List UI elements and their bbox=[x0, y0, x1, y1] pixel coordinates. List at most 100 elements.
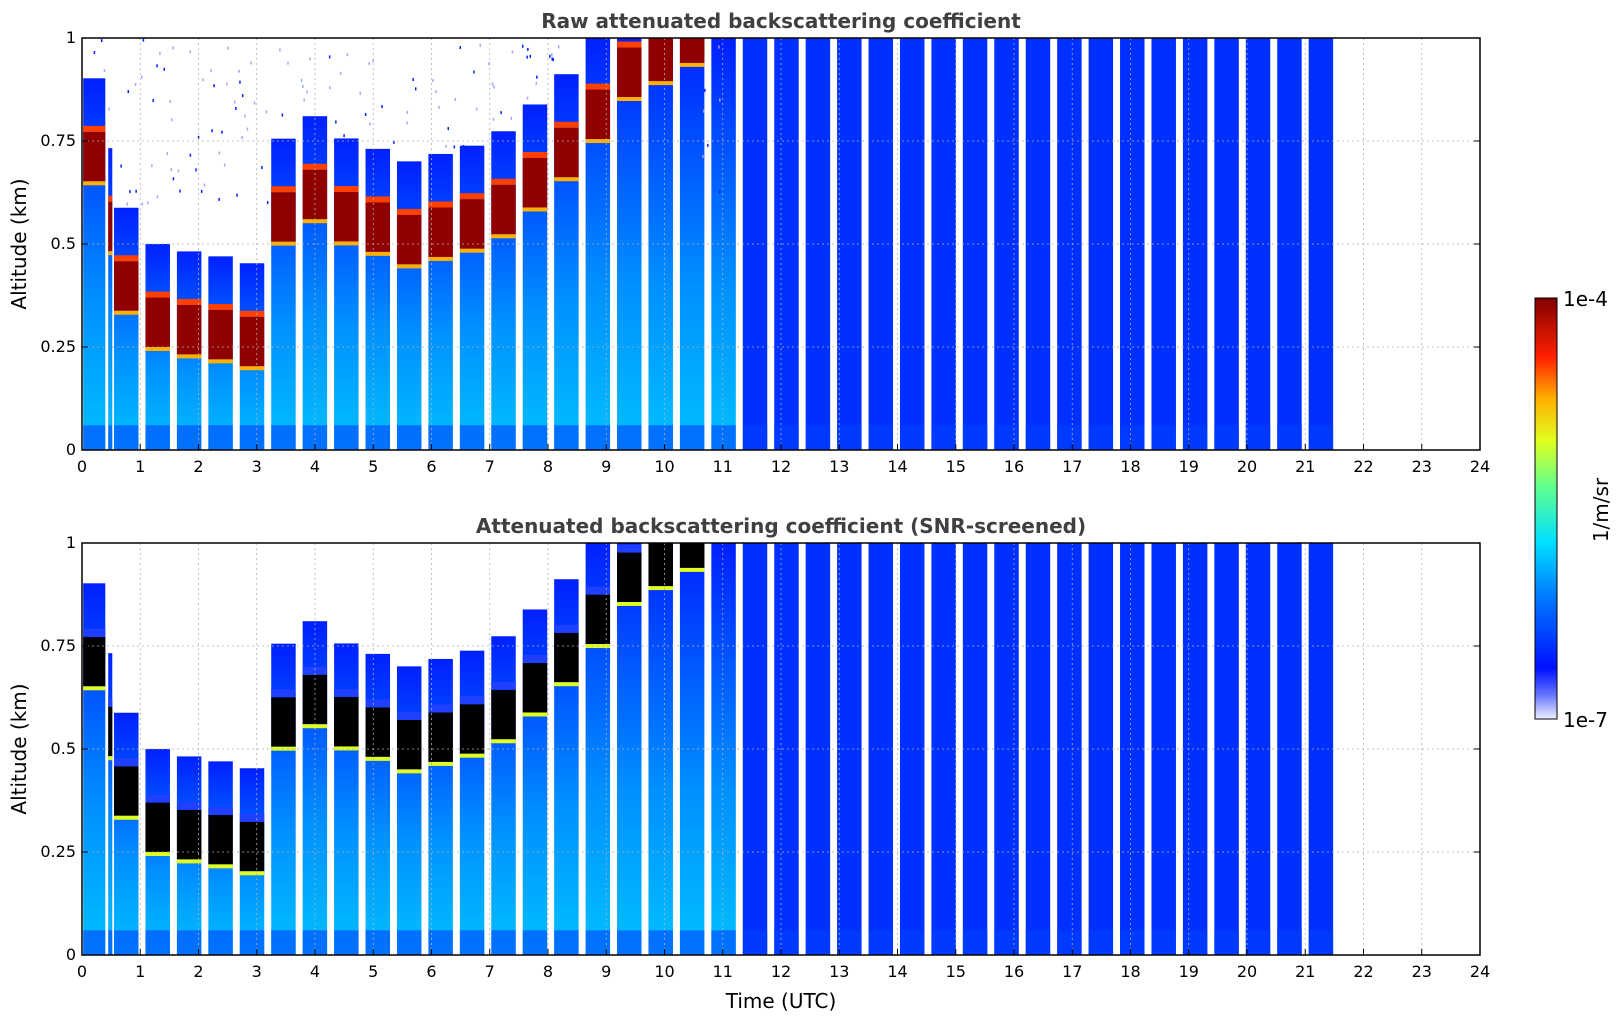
surface-layer bbox=[1151, 930, 1176, 955]
panel-raw-heatmap bbox=[83, 38, 1334, 450]
cloud-edge bbox=[522, 207, 548, 212]
x-tick-label: 1 bbox=[135, 962, 145, 981]
colorbar-unit-label: 1/m/sr bbox=[1589, 477, 1613, 542]
noise-speck bbox=[364, 113, 367, 117]
surface-layer bbox=[1151, 425, 1176, 450]
profile-column bbox=[271, 138, 296, 450]
surface-layer bbox=[334, 930, 359, 955]
noise-speck bbox=[551, 57, 553, 61]
noise-speck bbox=[462, 145, 465, 149]
surface-layer bbox=[742, 425, 768, 450]
cloud-top-edge bbox=[396, 711, 422, 720]
x-tick-label: 2 bbox=[193, 457, 203, 476]
noise-speck bbox=[152, 99, 154, 103]
profile-column bbox=[114, 207, 139, 450]
surface-layer bbox=[208, 425, 233, 450]
x-tick-label: 8 bbox=[543, 962, 553, 981]
cloud-edge bbox=[365, 756, 391, 761]
cloud-band bbox=[396, 214, 422, 265]
noise-speck bbox=[438, 105, 440, 109]
y-tick-label: 0.5 bbox=[51, 739, 76, 758]
profile-column bbox=[396, 161, 422, 450]
surface-layer bbox=[459, 930, 485, 955]
panel-screened-grid bbox=[82, 543, 1480, 955]
noise-speck bbox=[233, 100, 236, 104]
cloud-edge bbox=[145, 347, 170, 351]
noise-speck bbox=[172, 177, 175, 181]
noise-speck bbox=[479, 43, 482, 47]
surface-layer bbox=[1308, 425, 1334, 450]
screened-band bbox=[114, 766, 139, 816]
cloud-band bbox=[459, 199, 485, 249]
noise-speck bbox=[189, 50, 192, 54]
screened-band bbox=[428, 712, 453, 762]
cloud-band bbox=[271, 192, 296, 242]
screened-band bbox=[679, 543, 705, 568]
cloud-edge bbox=[459, 193, 485, 200]
profile-column bbox=[108, 148, 113, 450]
x-tick-label: 20 bbox=[1237, 962, 1257, 981]
noise-speck bbox=[170, 118, 173, 122]
surface-layer bbox=[711, 425, 736, 450]
surface-layer bbox=[931, 425, 956, 450]
noise-speck bbox=[151, 164, 153, 168]
noise-speck bbox=[159, 51, 161, 55]
cloud-edge bbox=[491, 178, 516, 185]
x-tick-label: 12 bbox=[771, 962, 791, 981]
cloud-top-edge bbox=[208, 806, 233, 815]
cloud-edge bbox=[271, 186, 296, 193]
x-tick-label: 22 bbox=[1353, 457, 1373, 476]
noise-speck bbox=[406, 110, 409, 114]
cloud-top-edge bbox=[271, 689, 296, 698]
x-tick-label: 15 bbox=[946, 962, 966, 981]
surface-layer bbox=[868, 425, 894, 450]
surface-layer bbox=[491, 930, 516, 955]
noise-speck bbox=[141, 75, 143, 79]
noise-speck bbox=[328, 55, 331, 59]
x-tick-label: 1 bbox=[135, 457, 145, 476]
cloud-edge bbox=[585, 83, 611, 90]
surface-layer bbox=[428, 930, 453, 955]
noise-speck bbox=[197, 135, 200, 139]
cloud-band bbox=[617, 47, 642, 97]
noise-speck bbox=[526, 96, 529, 100]
surface-layer bbox=[617, 425, 642, 450]
surface-layer bbox=[428, 425, 453, 450]
cloud-edge bbox=[522, 152, 548, 159]
noise-speck bbox=[549, 54, 551, 58]
noise-speck bbox=[309, 57, 311, 61]
noise-speck bbox=[134, 83, 137, 87]
noise-speck bbox=[156, 195, 159, 199]
x-tick-label: 0 bbox=[77, 962, 87, 981]
noise-speck bbox=[412, 78, 414, 82]
surface-layer bbox=[208, 930, 233, 955]
cloud-band bbox=[648, 38, 673, 82]
cloud-top-edge bbox=[617, 544, 642, 553]
noise-speck bbox=[211, 129, 213, 133]
noise-speck bbox=[498, 132, 500, 136]
noise-speck bbox=[279, 48, 281, 52]
noise-speck bbox=[120, 164, 122, 168]
surface-layer bbox=[239, 930, 265, 955]
surface-layer bbox=[648, 930, 673, 955]
noise-speck bbox=[453, 145, 456, 149]
x-tick-label: 11 bbox=[713, 457, 733, 476]
x-tick-label: 18 bbox=[1120, 962, 1140, 981]
cloud-top-edge bbox=[459, 696, 485, 705]
noise-speck bbox=[557, 45, 560, 49]
noise-speck bbox=[535, 81, 538, 85]
noise-speck bbox=[707, 143, 709, 147]
surface-layer bbox=[396, 930, 422, 955]
surface-layer bbox=[711, 930, 736, 955]
cloud-top-edge bbox=[585, 586, 611, 595]
noise-speck bbox=[381, 105, 383, 109]
surface-layer bbox=[805, 425, 831, 450]
cloud-edge bbox=[239, 871, 265, 876]
noise-speck bbox=[218, 197, 220, 201]
y-tick-label: 0.5 bbox=[51, 234, 76, 253]
noise-speck bbox=[250, 61, 252, 65]
surface-layer bbox=[1245, 425, 1271, 450]
noise-speck bbox=[266, 201, 269, 205]
x-tick-label: 13 bbox=[829, 457, 849, 476]
surface-layer bbox=[1182, 425, 1208, 450]
